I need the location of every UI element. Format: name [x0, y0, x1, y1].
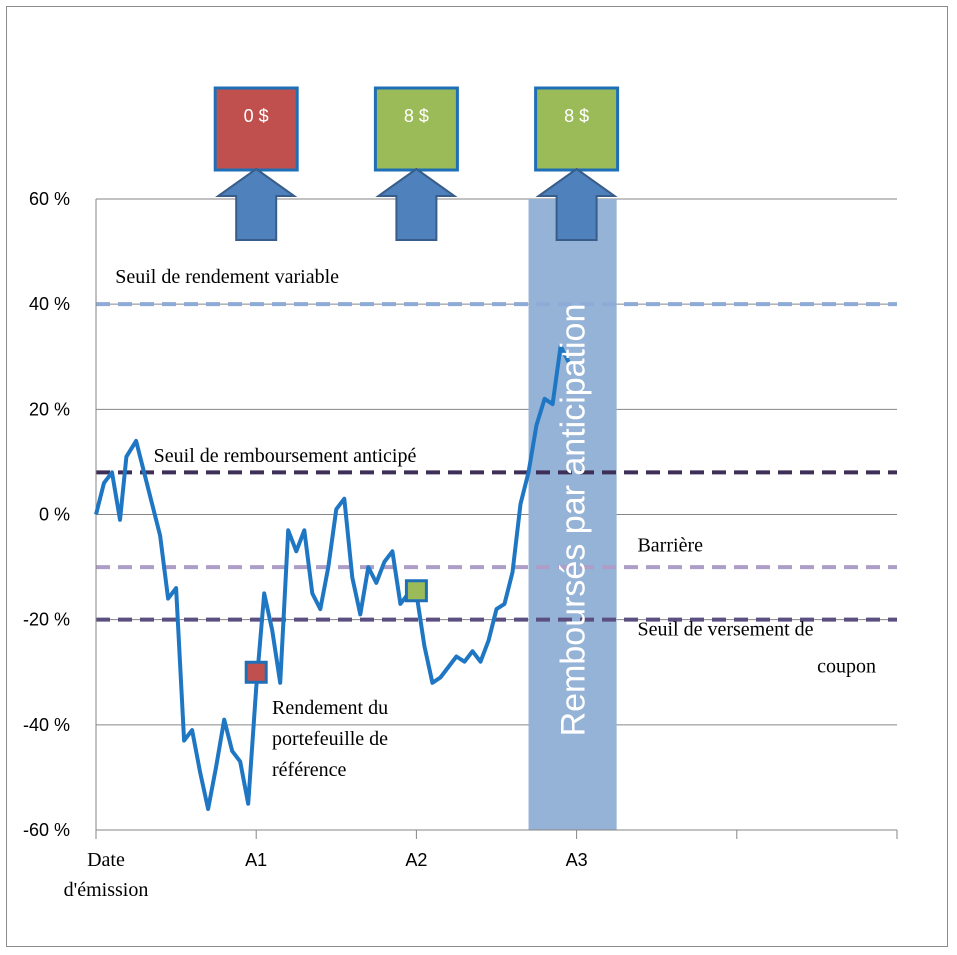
threshold-lines: [96, 302, 897, 622]
series-label: référence: [272, 759, 346, 781]
band-label: Remboursés par anticipation: [555, 304, 593, 737]
payment-arrow: [375, 167, 458, 241]
axes: 60 % 40 % 20 % 0 % -20 % -40 % -60 % Date d'émis…: [23, 189, 898, 901]
payment-box: [534, 86, 620, 172]
threshold-label-coupon: coupon: [817, 655, 876, 677]
series-group: [94, 344, 571, 811]
payment-arrow: [215, 167, 298, 241]
series-line: [94, 344, 571, 811]
x-tick-label: Date: [87, 849, 125, 871]
x-tick-label: A3: [566, 850, 588, 870]
y-tick-label: 20 %: [29, 399, 70, 419]
y-tick-label: -60 %: [23, 820, 70, 840]
y-tick-label: 40 %: [29, 294, 70, 314]
series-label: portefeuille de: [272, 728, 388, 750]
x-tick-label: A1: [245, 850, 267, 870]
payments-group: 0 $ 8 $ 8 $: [213, 86, 620, 241]
labels-group: Seuil de rendement variable Seuil de remb…: [115, 266, 876, 781]
markers-group: [244, 579, 428, 684]
payment-box: [373, 86, 459, 172]
series-label: Rendement du: [272, 697, 388, 719]
payment-box: [213, 86, 299, 172]
payment-label: 8 $: [564, 106, 589, 126]
y-tick-label: -20 %: [23, 610, 70, 630]
threshold-label: Barrière: [637, 534, 703, 556]
chart-frame: [6, 6, 948, 947]
y-tick-label: -40 %: [23, 715, 70, 735]
threshold-label: Seuil de versement de: [637, 618, 813, 640]
data-marker: [404, 579, 428, 603]
payment-arrow: [535, 167, 618, 241]
y-tick-label: 0 %: [39, 505, 70, 525]
data-marker: [244, 660, 268, 684]
gridlines: [96, 198, 897, 831]
payment-label: 0 $: [244, 106, 269, 126]
threshold-label: Seuil de remboursement anticipé: [154, 445, 417, 467]
x-tick-label: A2: [405, 850, 427, 870]
x-tick-label: d'émission: [64, 879, 149, 901]
payment-label: 8 $: [404, 106, 429, 126]
y-tick-label: 60 %: [29, 189, 70, 209]
threshold-label: Seuil de rendement variable: [115, 266, 339, 288]
